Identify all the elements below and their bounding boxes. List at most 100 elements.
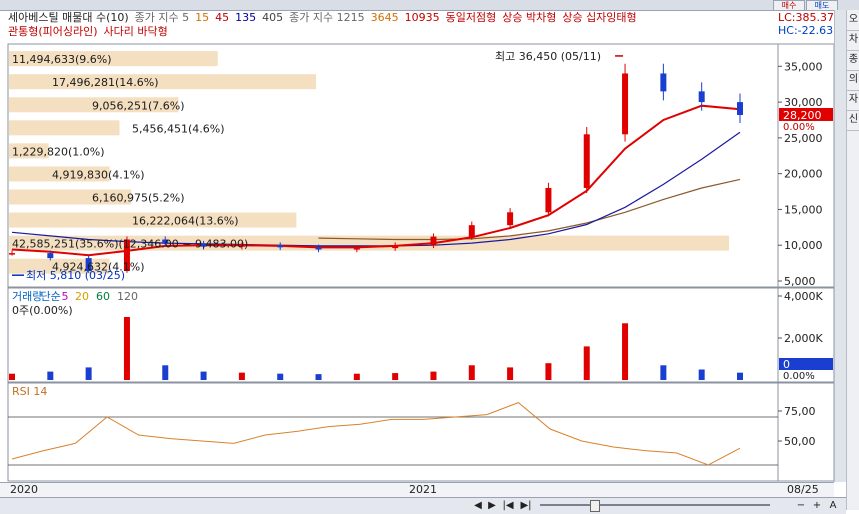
buy-button[interactable]: 매수 — [773, 0, 805, 11]
legend-row1-item-9[interactable]: 동일저점형 — [445, 11, 497, 24]
x-label-current-date: 08/25 — [787, 483, 819, 496]
sell-button[interactable]: 매도 — [806, 0, 838, 11]
volume-profile-bar — [9, 120, 120, 136]
rsi-panel-axis-area — [777, 382, 835, 482]
volume-bar — [238, 372, 245, 380]
legend-row1-item-7[interactable]: 3645 — [370, 11, 399, 24]
legend-row2-item-1[interactable]: 사다리 바닥형 — [103, 25, 168, 38]
volume-bar — [698, 369, 705, 380]
volume-profile-bar — [9, 235, 729, 251]
volume-profile-label: 16,222,064(13.6%) — [132, 215, 239, 228]
font-size-button[interactable]: A — [829, 500, 837, 511]
top-strip: 매수 매도 — [0, 0, 859, 11]
go-end-button[interactable]: ▶| — [520, 500, 532, 511]
volume-bar — [85, 367, 92, 380]
volume-profile-label: 5,456,451(4.6%) — [132, 122, 225, 135]
volume-title-part: 20 — [75, 290, 89, 303]
legend-row1-item-11[interactable]: 상승 십자잉태형 — [562, 11, 637, 24]
volume-bar — [9, 373, 15, 380]
legend-row1-item-1[interactable]: 종가 지수 5 — [134, 11, 190, 24]
price-y-tick-label: 35,000 — [784, 60, 823, 73]
candle-body — [315, 247, 322, 250]
volume-panel-frame — [7, 287, 779, 383]
volume-bar — [468, 365, 475, 380]
candle-body — [737, 102, 743, 115]
volume-profile-label: 6,160,975(5.2%) — [92, 192, 185, 205]
side-tab-5[interactable]: 자 — [847, 90, 859, 111]
hc-label: HC:-22.63 — [778, 24, 834, 37]
volume-bar — [583, 346, 590, 380]
side-tab-4[interactable]: 의 — [847, 70, 859, 91]
go-start-button[interactable]: |◀ — [502, 500, 514, 511]
candle-body — [238, 245, 245, 247]
candle-body — [162, 239, 169, 244]
volume-title-part: 60 — [96, 290, 110, 303]
price-y-tick-label: 30,000 — [784, 96, 823, 109]
scroll-right-button[interactable]: ▶ — [488, 500, 496, 511]
side-tab-2[interactable]: 차 — [847, 30, 859, 51]
volume-current-value: 0 — [783, 358, 790, 371]
price-y-tick-label: 25,000 — [784, 132, 823, 145]
side-tab-3[interactable]: 종 — [847, 50, 859, 71]
legend-row1-item-10[interactable]: 상승 박차형 — [502, 11, 557, 24]
volume-bar — [200, 371, 207, 380]
rsi-y-tick-label: 50,00 — [784, 435, 816, 448]
volume-profile-label: 11,494,633(9.6%) — [12, 53, 112, 66]
candle-body — [85, 258, 92, 271]
vertical-scrollbar[interactable] — [834, 10, 847, 482]
side-tab-6[interactable]: 신 — [847, 110, 859, 131]
volume-profile-label: 17,496,281(14.6%) — [52, 76, 159, 89]
volume-profile-bar — [9, 143, 49, 159]
zoom-slider[interactable] — [540, 500, 770, 512]
volume-bar — [353, 373, 360, 380]
price-panel-axis-area — [777, 43, 835, 288]
candle-body — [545, 187, 552, 213]
candle-body — [468, 225, 475, 237]
x-axis-strip: 2020 2021 08/25 — [0, 482, 834, 497]
legend-row1-item-3[interactable]: 45 — [215, 11, 230, 24]
rsi-line — [11, 402, 741, 466]
volume-profile-label: 9,056,251(7.6%) — [92, 99, 185, 112]
volume-profile-bar — [9, 166, 110, 182]
legend-row1-item-0[interactable]: 세아베스틸 매물대 수(10) — [8, 11, 129, 24]
lc-label: LC:385.37 — [778, 11, 835, 24]
ma-red-line — [11, 104, 741, 257]
volume-bar — [507, 367, 514, 380]
candle-body — [200, 243, 207, 247]
volume-bar — [162, 365, 169, 380]
price-y-tick-label: 20,000 — [784, 168, 823, 181]
candle-body — [277, 245, 284, 248]
side-tab-1[interactable]: 오 — [847, 10, 859, 31]
candle-body — [353, 248, 360, 250]
volume-current-pct: 0.00% — [783, 371, 815, 382]
volume-title-part: 120 — [117, 290, 138, 303]
zoom-out-button[interactable]: − — [796, 500, 806, 511]
volume-y-tick-label: 2,000K — [784, 332, 823, 345]
legend-row2-item-0[interactable]: 관통형(피어싱라인) — [8, 25, 98, 38]
legend-row1-item-6[interactable]: 종가 지수 1215 — [289, 11, 365, 24]
zoom-slider-handle[interactable] — [590, 500, 600, 512]
volume-profile-bar — [9, 74, 317, 90]
volume-profile-bar — [9, 212, 297, 228]
candle-body — [660, 73, 667, 92]
legend-row1-item-2[interactable]: 15 — [195, 11, 210, 24]
volume-sub-label: 0주(0.00%) — [12, 304, 73, 317]
volume-bar — [430, 371, 437, 380]
ma-brown-line — [318, 178, 741, 241]
current-price-label: 28,200 — [783, 109, 822, 122]
scroll-left-button[interactable]: ◀ — [474, 500, 482, 511]
high-price-label: 최고 36,450 (05/11) — [495, 50, 601, 63]
volume-title-part: 5 — [62, 290, 69, 303]
legend-row1-item-5[interactable]: 405 — [262, 11, 284, 24]
candle-body — [583, 134, 590, 188]
volume-bar — [392, 373, 399, 380]
volume-current-box — [779, 358, 833, 370]
legend-row1-item-4[interactable]: 135 — [235, 11, 257, 24]
volume-bar — [737, 372, 743, 380]
price-y-tick-label: 5,000 — [784, 275, 816, 288]
zoom-in-button[interactable]: + — [812, 500, 822, 511]
candle-body — [392, 245, 399, 249]
volume-y-tick-label: 4,000K — [784, 290, 823, 303]
legend-row1-item-8[interactable]: 10935 — [404, 11, 440, 24]
chart-canvas[interactable]: 35,000 30,000 25,000 20,000 15,000 10,000 5,00… — [0, 0, 846, 482]
